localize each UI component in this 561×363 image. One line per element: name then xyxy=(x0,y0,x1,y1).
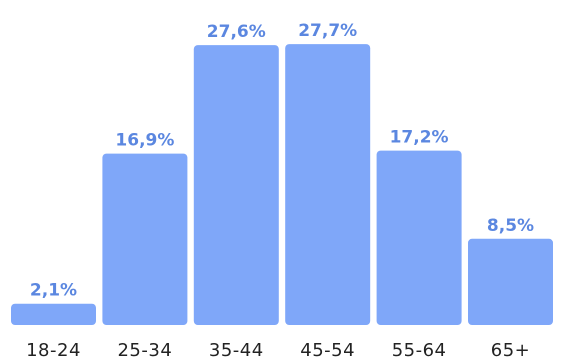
bar-18-24 xyxy=(11,303,96,325)
bar-65+ xyxy=(468,238,553,325)
bar-55-64 xyxy=(376,150,462,325)
bars-group xyxy=(11,44,553,325)
value-label-45-54: 27,7% xyxy=(298,21,357,41)
bar-35-44 xyxy=(193,45,279,325)
value-label-55-64: 17,2% xyxy=(390,128,449,148)
category-label-45-54: 45-54 xyxy=(300,340,355,361)
value-label-65+: 8,5% xyxy=(487,216,534,236)
category-label-65+: 65+ xyxy=(491,340,531,361)
bar-25-34 xyxy=(102,153,188,325)
category-label-55-64: 55-64 xyxy=(392,340,447,361)
bar-45-54 xyxy=(285,44,371,325)
category-labels-group: 18-24 25-34 35-44 45-54 55-64 65+ xyxy=(26,340,530,361)
category-label-25-34: 25-34 xyxy=(117,340,172,361)
category-label-35-44: 35-44 xyxy=(209,340,264,361)
category-label-18-24: 18-24 xyxy=(26,340,81,361)
value-label-18-24: 2,1% xyxy=(30,281,77,301)
value-label-35-44: 27,6% xyxy=(207,22,266,42)
value-labels-group: 2,1% 16,9% 27,6% 27,7% 17,2% 8,5% xyxy=(30,21,534,301)
value-label-25-34: 16,9% xyxy=(115,131,174,151)
